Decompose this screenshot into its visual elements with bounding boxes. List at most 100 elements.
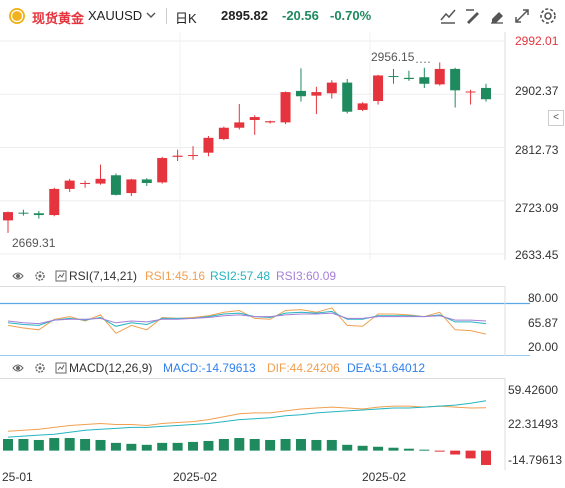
macd-bar	[280, 439, 291, 451]
indicator-box-icon[interactable]	[55, 270, 67, 282]
high-price-label: 2956.15	[371, 50, 415, 64]
rsi1-value: RSI1:45.16	[145, 269, 206, 283]
rsi2-line	[7, 310, 487, 327]
price-axis-label-top: 2992.01	[515, 34, 559, 48]
rsi-chart[interactable]	[0, 286, 565, 356]
dea-line	[7, 400, 487, 438]
macd-bar	[126, 443, 137, 451]
candle	[465, 91, 476, 93]
gold-coin-icon	[9, 8, 25, 24]
candle	[342, 82, 353, 112]
macd-axis-label: 59.42600	[508, 383, 559, 397]
macd-bar	[311, 439, 322, 451]
candle	[188, 155, 199, 157]
divider	[166, 8, 167, 24]
price-axis-label: 2633.45	[515, 248, 559, 262]
settings-icon[interactable]	[34, 270, 46, 282]
candle	[80, 182, 91, 184]
x-axis-label: 2025-02	[173, 470, 218, 484]
macd-axis-label: 22.31493	[508, 417, 559, 431]
settings-icon[interactable]	[34, 362, 46, 374]
candle	[18, 212, 29, 214]
macd-bar	[172, 442, 183, 451]
period-selector[interactable]: 日K	[175, 11, 197, 26]
candle	[280, 92, 291, 123]
candle	[249, 117, 260, 121]
candle	[110, 175, 121, 195]
rsi1-line	[7, 307, 487, 335]
macd-bar	[203, 440, 214, 451]
chevron-down-icon[interactable]	[146, 10, 156, 20]
macd-axis-label: -14.79613	[508, 453, 563, 467]
settings-gear-icon[interactable]	[538, 6, 558, 26]
rsi-axis-label: 20.00	[528, 340, 559, 354]
macd-bar	[249, 439, 260, 451]
macd-bar	[110, 442, 121, 451]
eye-icon[interactable]	[12, 270, 24, 282]
last-price: 2895.82	[221, 8, 268, 23]
candle	[3, 212, 13, 221]
macd-bar	[481, 450, 491, 465]
candle	[265, 121, 276, 123]
candle	[434, 68, 445, 85]
price-axis-label: 2723.09	[515, 201, 559, 215]
macd-bar	[234, 438, 245, 451]
macd-bar	[465, 450, 476, 459]
candle	[388, 76, 399, 78]
eye-icon[interactable]	[12, 362, 24, 374]
candle	[373, 75, 384, 102]
x-axis-label: 2025-02	[362, 470, 407, 484]
candle	[326, 82, 337, 94]
macd-bar	[403, 448, 414, 451]
macd-chart[interactable]	[0, 378, 565, 470]
candle	[64, 180, 75, 189]
candlestick-chart[interactable]	[0, 32, 565, 260]
candle	[419, 77, 430, 84]
symbol-name[interactable]: 现货黄金	[32, 11, 85, 26]
macd-header: MACD(12,26,9) MACD:-14.79613 DIF:44.2420…	[0, 358, 565, 378]
price-axis-label: 2902.37	[515, 84, 559, 98]
draw-tool-icon[interactable]	[463, 6, 483, 26]
candle	[172, 155, 183, 157]
macd-bar	[388, 447, 399, 451]
macd-value: MACD:-14.79613	[163, 361, 256, 375]
toolbar: 现货黄金 XAUUSD 日K 2895.82 -20.56 -0.70%	[0, 0, 565, 32]
macd-bar	[326, 439, 337, 451]
price-change-percent: -0.70%	[330, 8, 372, 23]
candle	[403, 77, 414, 80]
candle	[295, 90, 306, 97]
macd-bar	[342, 444, 353, 451]
rsi3-line	[7, 312, 487, 325]
candle	[33, 213, 44, 216]
dea-value: DEA:51.64012	[347, 361, 426, 375]
macd-bar	[18, 439, 29, 451]
eraser-icon[interactable]	[487, 6, 507, 26]
collapse-axis-button[interactable]: <	[548, 110, 564, 126]
macd-bar	[64, 438, 75, 451]
macd-bar	[373, 446, 384, 451]
indicator-icon[interactable]	[438, 6, 458, 26]
candle	[203, 137, 214, 153]
expand-icon[interactable]	[512, 6, 532, 26]
macd-bar	[3, 439, 13, 451]
rsi-header: RSI(7,14,21) RSI1:45.16 RSI2:57.48 RSI3:…	[0, 266, 565, 286]
price-axis-label: 2812.73	[515, 143, 559, 157]
macd-bar	[33, 439, 44, 451]
macd-bar	[450, 450, 461, 455]
candle	[450, 68, 461, 91]
rsi3-value: RSI3:60.09	[276, 269, 337, 283]
candle	[126, 179, 137, 194]
candle	[157, 158, 168, 183]
indicator-box-icon[interactable]	[55, 362, 67, 374]
rsi-title: RSI(7,14,21)	[69, 269, 138, 283]
macd-bar	[357, 445, 368, 451]
rsi-axis-label: 80.00	[528, 291, 559, 305]
price-change: -20.56	[282, 8, 319, 23]
rsi2-value: RSI2:57.48	[210, 269, 271, 283]
rsi-axis-label: 65.87	[528, 316, 559, 330]
macd-bar	[188, 441, 199, 451]
macd-bar	[157, 442, 168, 451]
dif-value: DIF:44.24206	[267, 361, 340, 375]
symbol-code[interactable]: XAUUSD	[88, 8, 143, 23]
macd-bar	[80, 439, 91, 451]
